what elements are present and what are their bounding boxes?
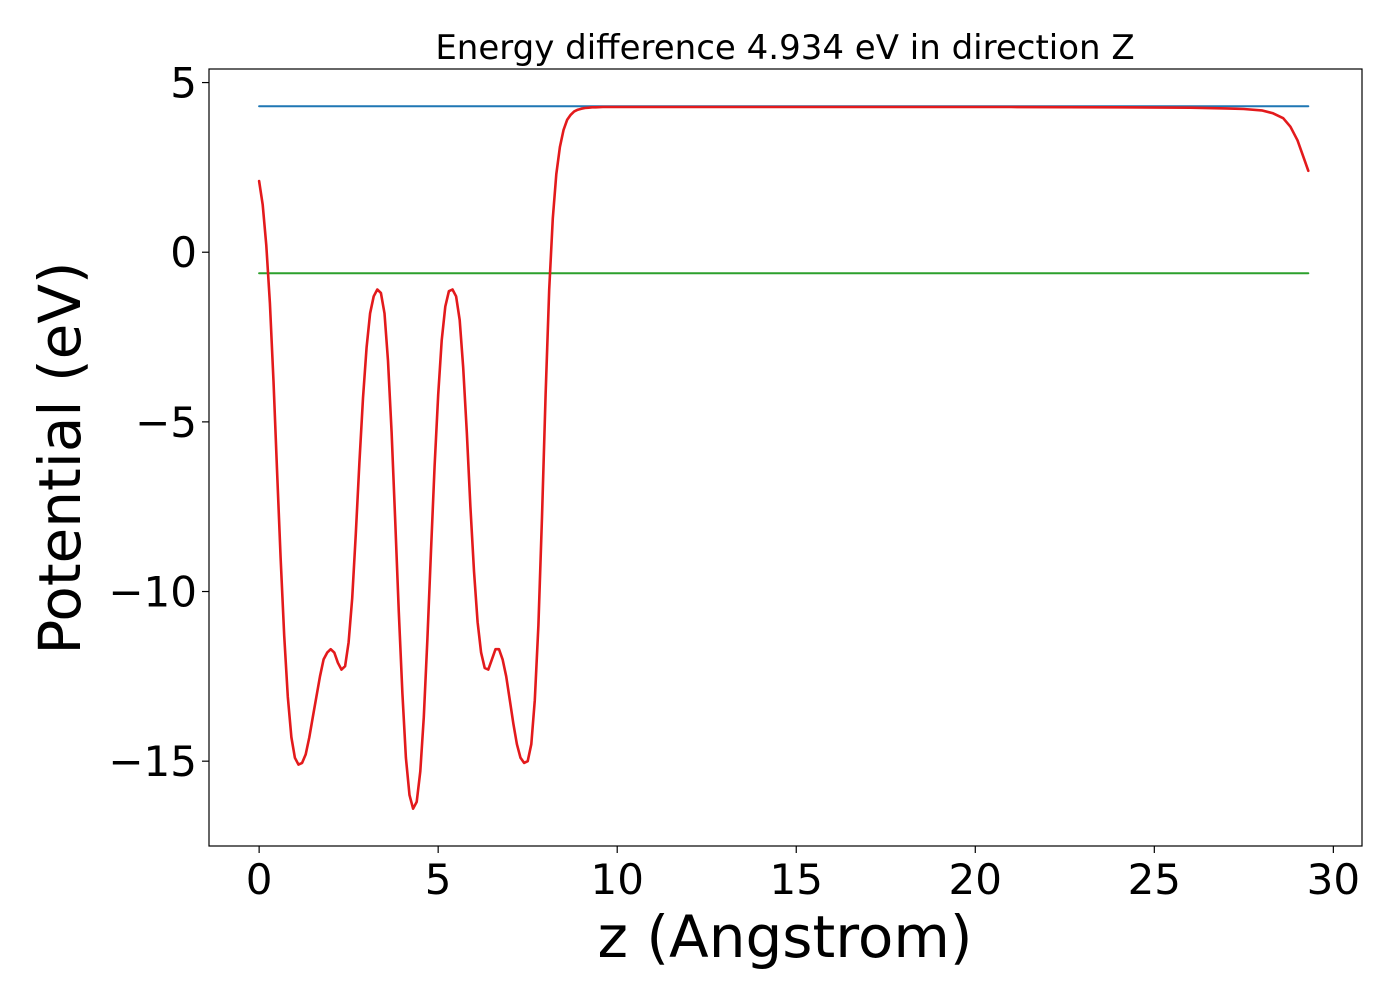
x-tick-label: 15 — [770, 855, 823, 904]
x-tick-label: 0 — [246, 855, 273, 904]
series-line-3 — [257, 105, 1310, 810]
x-tick-label: 5 — [425, 855, 452, 904]
y-tick-label: −10 — [108, 568, 197, 617]
x-tick-label: 30 — [1307, 855, 1360, 904]
y-tick-label: 5 — [170, 59, 197, 108]
x-tick-label: 10 — [590, 855, 643, 904]
plot-frame — [208, 68, 1363, 847]
chart-title: Energy difference 4.934 eV in direction … — [435, 28, 1134, 68]
x-tick-label: 25 — [1128, 855, 1181, 904]
series-layer — [257, 105, 1310, 810]
y-tick-label: −5 — [135, 398, 197, 447]
x-tick-label: 20 — [949, 855, 1002, 904]
x-axis-ticks: 0 5 10 15 20 25 30 — [246, 846, 1360, 904]
y-axis-label: Potential (eV) — [26, 261, 94, 654]
x-axis-label: z (Angstrom) — [598, 903, 973, 971]
y-tick-label: −15 — [108, 737, 197, 786]
y-tick-label: 0 — [170, 228, 197, 277]
y-axis-ticks: 5 0 −5 −10 −15 — [108, 59, 209, 786]
